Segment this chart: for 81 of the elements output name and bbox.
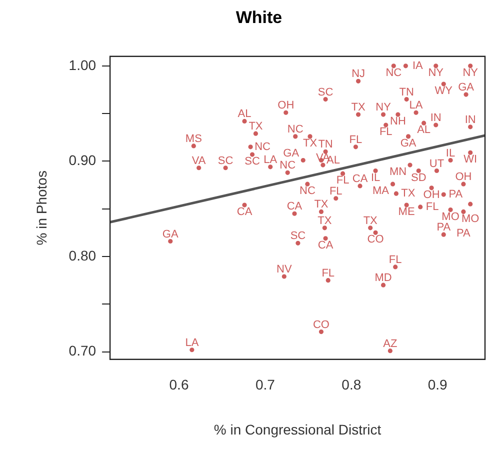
data-label: TX [318, 214, 332, 227]
data-label: GA [283, 147, 300, 160]
x-tick-label: 0.6 [169, 376, 189, 393]
data-label: TN [399, 86, 414, 98]
data-label: IL [446, 147, 456, 160]
data-label: SC [218, 154, 234, 167]
data-label: SD [410, 172, 426, 184]
data-label: OH [455, 171, 472, 184]
data-label: GA [458, 82, 475, 94]
data-label: OH [278, 100, 294, 112]
data-label: CA [286, 200, 303, 213]
data-label: NH [390, 116, 406, 128]
data-label: PA [436, 222, 452, 234]
y-tick-label: 1.00 [68, 56, 96, 73]
data-label: PA [456, 228, 472, 240]
data-label: SC [318, 86, 334, 98]
data-label: GA [400, 137, 417, 150]
data-label: NJ [352, 68, 366, 80]
data-label: MA [372, 185, 390, 198]
data-label: IN [464, 114, 476, 126]
data-label: NC [280, 160, 296, 172]
data-label: TX [401, 188, 416, 200]
data-label: AZ [383, 338, 398, 350]
data-label: SC [244, 156, 260, 168]
data-label: AL [417, 124, 431, 136]
x-axis-title: % in Congressional District [214, 421, 382, 438]
data-label: TX [351, 102, 366, 114]
data-label: GA [162, 228, 179, 240]
data-label: MN [389, 166, 407, 178]
data-label: ME [398, 206, 415, 218]
data-label: NY [376, 102, 392, 114]
data-label: FL [426, 200, 439, 213]
data-label: VA [192, 154, 206, 167]
data-label: CA [318, 239, 334, 252]
data-label: WY [434, 85, 454, 98]
data-label: TX [248, 120, 264, 133]
data-label: FL [379, 126, 392, 138]
data-label: TX [302, 137, 318, 150]
data-label: MS [185, 132, 202, 145]
data-label: CO [312, 318, 330, 331]
x-tick-label: 0.8 [342, 376, 362, 393]
data-label: NC [299, 185, 316, 198]
x-tick-label: 0.7 [255, 376, 276, 393]
data-label: NV [276, 264, 292, 276]
data-label: OH [423, 188, 440, 201]
y-tick-label: 0.80 [68, 247, 96, 264]
y-tick-label: 0.70 [68, 342, 96, 359]
data-label: NY [428, 66, 444, 79]
data-label: IL [370, 172, 380, 184]
data-label: CA [352, 173, 368, 186]
data-label: NC [287, 123, 304, 136]
data-label: LA [264, 154, 278, 166]
data-label: LA [185, 336, 200, 349]
data-label: NC [254, 140, 271, 153]
data-label: MD [374, 272, 392, 284]
data-label: TN [318, 138, 333, 151]
data-label: SC [290, 230, 306, 242]
data-label: FL [329, 185, 342, 198]
data-label: FL [388, 254, 402, 266]
data-label: NC [386, 66, 402, 79]
data-label: IN [430, 112, 442, 124]
data-label: TX [363, 214, 378, 227]
data-label: CA [236, 206, 253, 218]
data-label: IA [412, 60, 424, 72]
data-label: WI [464, 154, 478, 166]
data-label: UT [429, 158, 444, 170]
data-label: MO [461, 213, 480, 226]
data-label: AL [238, 108, 252, 120]
x-tick-label: 0.9 [428, 376, 448, 393]
data-label: NY [462, 66, 479, 79]
data-label: FL [322, 267, 335, 280]
y-axis-title: % in Photos [33, 170, 50, 246]
data-label: TX [314, 198, 329, 211]
y-tick-label: 0.90 [68, 152, 96, 168]
data-label: CO [367, 234, 384, 246]
data-label: LA [409, 100, 424, 112]
chart-title: White [236, 8, 282, 27]
data-label: FL [336, 174, 350, 187]
data-label: FL [349, 134, 362, 146]
data-label: MO [442, 210, 460, 223]
data-label: PA [448, 188, 464, 201]
